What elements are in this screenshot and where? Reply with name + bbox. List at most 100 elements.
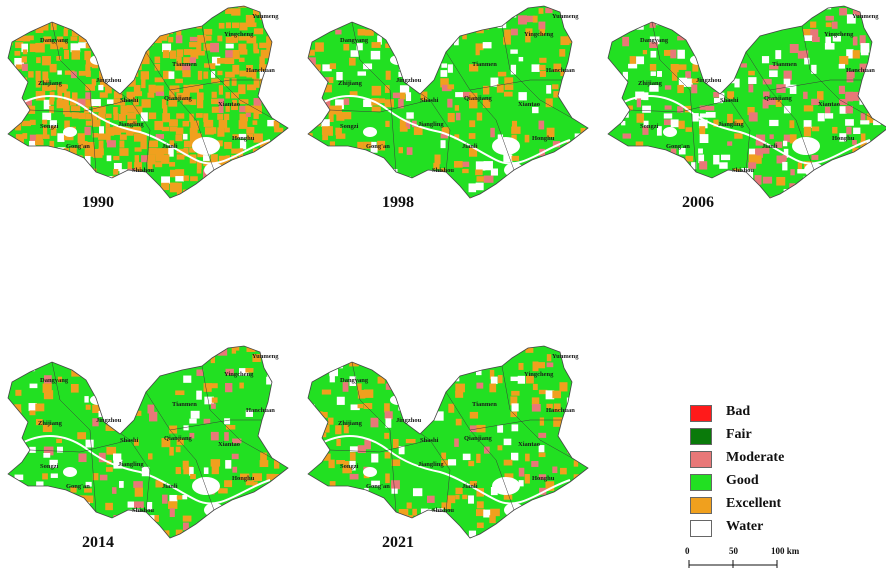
land-patch-excellent	[92, 355, 98, 361]
land-patch-water	[162, 43, 172, 52]
land-patch-water	[113, 459, 123, 469]
land-patch-excellent	[245, 368, 254, 373]
land-patch-water	[455, 6, 462, 11]
land-patch-water	[734, 57, 742, 63]
land-patch-excellent	[15, 134, 24, 144]
land-patch-moderate	[349, 473, 359, 480]
land-patch-excellent	[748, 154, 757, 163]
land-patch-excellent	[691, 78, 699, 84]
land-patch-water	[273, 169, 280, 175]
land-patch-moderate	[483, 175, 494, 183]
land-patch-excellent	[105, 84, 112, 94]
land-patch-excellent	[587, 536, 588, 538]
land-patch-moderate	[755, 7, 763, 16]
land-patch-moderate	[300, 419, 307, 425]
land-patch-excellent	[126, 91, 136, 100]
land-patch-excellent	[399, 354, 408, 364]
land-patch-water	[99, 516, 108, 526]
land-patch-moderate	[677, 106, 684, 113]
land-patch-excellent	[175, 64, 185, 71]
land-patch-excellent	[28, 183, 38, 192]
land-patch-excellent	[1, 496, 7, 502]
land-patch-excellent	[231, 347, 237, 354]
land-patch-excellent	[14, 99, 22, 106]
land-patch-excellent	[42, 21, 49, 31]
scale-bar: 0 50 100 km	[680, 546, 810, 572]
land-patch-excellent	[328, 155, 335, 164]
land-patch-excellent	[71, 92, 78, 103]
land-patch-excellent	[260, 141, 270, 147]
land-patch-excellent	[57, 523, 63, 533]
land-patch-moderate	[531, 460, 539, 467]
land-patch-excellent	[300, 404, 306, 409]
land-patch-moderate	[845, 91, 853, 102]
land-patch-excellent	[573, 196, 583, 198]
place-label: Zhijiang	[38, 420, 63, 427]
land-patch-excellent	[196, 84, 204, 89]
land-patch-excellent	[288, 86, 290, 92]
land-patch-excellent	[105, 502, 113, 511]
land-patch-moderate	[113, 403, 122, 410]
land-patch-water	[824, 43, 835, 50]
land-patch-excellent	[57, 516, 66, 526]
land-patch-moderate	[615, 78, 620, 85]
land-patch-water	[783, 105, 791, 114]
land-patch-excellent	[190, 473, 196, 480]
land-patch-moderate	[719, 183, 728, 193]
land-patch-excellent	[70, 36, 78, 41]
land-patch-moderate	[405, 404, 410, 410]
land-patch-moderate	[455, 112, 461, 121]
land-patch-excellent	[120, 99, 126, 106]
land-patch-excellent	[85, 120, 94, 126]
land-patch-water	[832, 35, 841, 42]
land-patch-water	[824, 113, 834, 119]
land-patch-moderate	[538, 432, 547, 438]
land-patch-excellent	[553, 189, 561, 198]
land-patch-excellent	[525, 35, 531, 43]
county-border	[629, 99, 731, 113]
land-patch-excellent	[148, 112, 157, 120]
place-label: Yingcheng	[224, 31, 254, 38]
land-patch-excellent	[469, 480, 477, 486]
land-patch-water	[656, 15, 666, 26]
place-label: Xiantao	[518, 441, 540, 448]
land-patch-water	[98, 84, 104, 91]
place-label: Yingcheng	[224, 371, 254, 378]
land-patch-moderate	[531, 404, 541, 412]
county-border	[169, 79, 262, 91]
land-patch-water	[36, 481, 44, 489]
land-patch-water	[511, 403, 519, 412]
land-patch-moderate	[21, 63, 28, 72]
place-label: Shashi	[720, 97, 739, 104]
land-patch-excellent	[357, 389, 366, 399]
land-patch-moderate	[846, 71, 855, 78]
land-patch-excellent	[126, 14, 136, 22]
land-patch-moderate	[22, 161, 32, 170]
year-label-2014: 2014	[82, 534, 114, 551]
land-patch-excellent	[713, 119, 719, 127]
land-patch-excellent	[35, 140, 44, 146]
land-patch-excellent	[357, 28, 366, 36]
land-patch-excellent	[85, 404, 91, 410]
land-patch-water	[838, 63, 846, 69]
land-patch-excellent	[36, 176, 45, 184]
land-patch-excellent	[231, 182, 239, 191]
land-patch-excellent	[259, 155, 265, 166]
land-patch-excellent	[440, 78, 449, 88]
map-panel-2014: Dangyang Zhijiang Jingzhou Songzi Gong'an Jia…	[0, 340, 290, 540]
land-patch-water	[440, 70, 448, 77]
place-label: Gong'an	[66, 483, 90, 490]
land-patch-moderate	[287, 348, 288, 358]
land-patch-excellent	[314, 99, 324, 107]
land-patch-excellent	[790, 0, 799, 5]
land-patch-excellent	[553, 403, 561, 412]
land-patch-excellent	[301, 361, 306, 367]
land-patch-excellent	[357, 403, 364, 409]
place-label: Shashi	[420, 97, 439, 104]
land-patch-excellent	[91, 113, 98, 121]
land-patch-water	[573, 431, 580, 439]
land-patch-excellent	[510, 396, 518, 406]
place-label: Shashi	[420, 437, 439, 444]
land-patch-moderate	[699, 161, 708, 170]
land-patch-water	[719, 162, 728, 169]
